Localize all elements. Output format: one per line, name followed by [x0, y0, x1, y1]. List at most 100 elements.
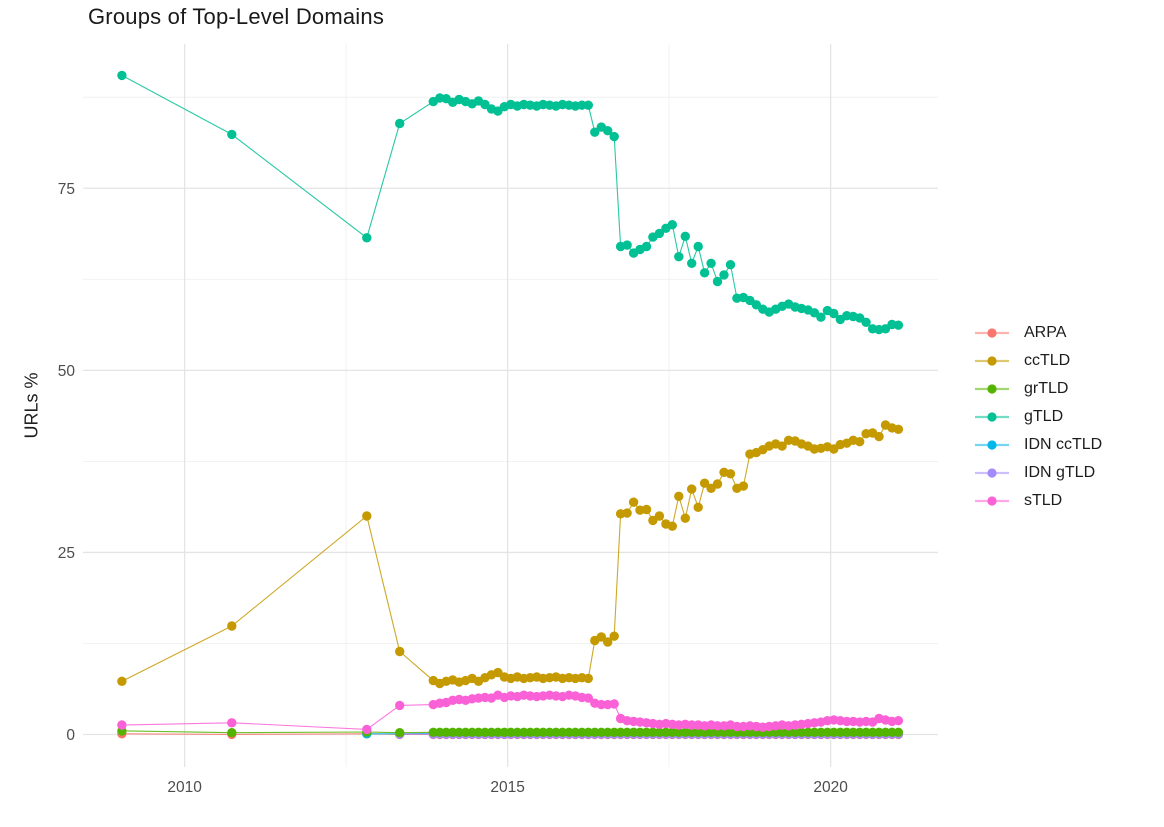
data-point [590, 727, 600, 737]
data-point [609, 131, 619, 142]
data-point [699, 727, 710, 737]
data-point [816, 727, 826, 737]
data-point [848, 727, 858, 737]
legend-key-icon [975, 356, 1009, 366]
x-tick-label: 2020 [813, 779, 848, 796]
data-point [486, 727, 497, 737]
data-point [622, 508, 632, 518]
data-point [117, 676, 127, 686]
data-point [227, 718, 237, 728]
data-point [712, 721, 723, 731]
data-point [667, 727, 677, 737]
legend-key-icon [975, 468, 1009, 478]
data-point [725, 469, 736, 479]
data-point [738, 481, 749, 491]
data-point [712, 727, 723, 737]
data-point [590, 127, 600, 137]
data-point [732, 721, 742, 732]
data-point [362, 511, 372, 521]
x-tick-label: 2010 [167, 779, 202, 796]
legend-entry-cctld: ccTLD [974, 347, 1102, 375]
data-point [441, 727, 451, 737]
data-point [855, 437, 865, 447]
legend-entry-idn-gtld: IDN gTLD [974, 459, 1102, 487]
data-point [395, 118, 405, 129]
data-point [227, 728, 237, 738]
data-point [719, 727, 729, 737]
data-point [117, 70, 127, 81]
data-point [861, 727, 871, 737]
data-point [835, 727, 845, 737]
data-point [473, 727, 484, 737]
data-point [674, 727, 684, 737]
data-point [641, 504, 652, 515]
data-point [777, 727, 787, 737]
data-point [796, 727, 807, 737]
y-tick-label: 75 [58, 181, 75, 198]
data-point [583, 100, 593, 110]
legend-entry-grtld: grTLD [974, 375, 1102, 403]
data-point [674, 491, 684, 501]
data-point [654, 228, 665, 239]
data-point [557, 727, 568, 737]
data-point [674, 252, 684, 262]
data-point [460, 727, 471, 737]
data-point [525, 727, 535, 737]
data-point [615, 727, 626, 737]
legend-label: IDN gTLD [1024, 464, 1096, 481]
data-point [693, 502, 703, 512]
legend-entry-gtld: gTLD [974, 403, 1102, 431]
data-point [603, 637, 613, 647]
data-point [680, 513, 690, 523]
data-point [777, 441, 787, 451]
data-point [809, 727, 820, 737]
data-point [395, 728, 405, 738]
data-point [667, 220, 677, 230]
legend-key-icon [975, 496, 1009, 506]
data-point [583, 693, 593, 703]
y-tick-label: 25 [58, 545, 75, 562]
data-point [635, 727, 645, 737]
data-point [454, 727, 464, 737]
data-point [706, 258, 716, 268]
series-cctld-line [121, 424, 899, 685]
series-gtld-line [121, 74, 899, 331]
data-point [603, 126, 613, 136]
data-point [687, 720, 697, 730]
legend-key-icon [975, 440, 1009, 450]
data-point [493, 727, 503, 737]
data-point [603, 727, 613, 737]
data-point [362, 233, 372, 243]
data-point [874, 431, 884, 442]
legend-key-icon [975, 412, 1009, 422]
data-point [687, 258, 697, 268]
legend-entry-stld: sTLD [974, 487, 1102, 515]
data-point [712, 276, 723, 287]
data-point [609, 631, 619, 641]
data-point [874, 727, 884, 737]
data-point [227, 129, 237, 140]
data-point [641, 241, 652, 252]
data-point [596, 632, 606, 642]
data-point [667, 521, 677, 531]
legend-entry-idn-cctld: IDN ccTLD [974, 431, 1102, 459]
data-point [893, 424, 904, 434]
data-point [551, 727, 561, 737]
data-point [893, 716, 904, 726]
data-point [609, 699, 619, 709]
data-point [395, 646, 405, 657]
data-point [538, 727, 548, 737]
data-point [693, 241, 703, 252]
legend-entry-arpa: ARPA [974, 319, 1102, 347]
data-point [893, 320, 904, 330]
x-tick-label: 2015 [490, 779, 524, 796]
data-point [725, 260, 736, 270]
y-tick-label: 0 [66, 727, 75, 744]
data-point [893, 727, 904, 737]
data-point [362, 724, 372, 735]
legend-key-icon [975, 328, 1009, 338]
data-point [227, 621, 237, 631]
chart-title: Groups of Top-Level Domains [88, 4, 385, 29]
data-point [583, 727, 593, 737]
